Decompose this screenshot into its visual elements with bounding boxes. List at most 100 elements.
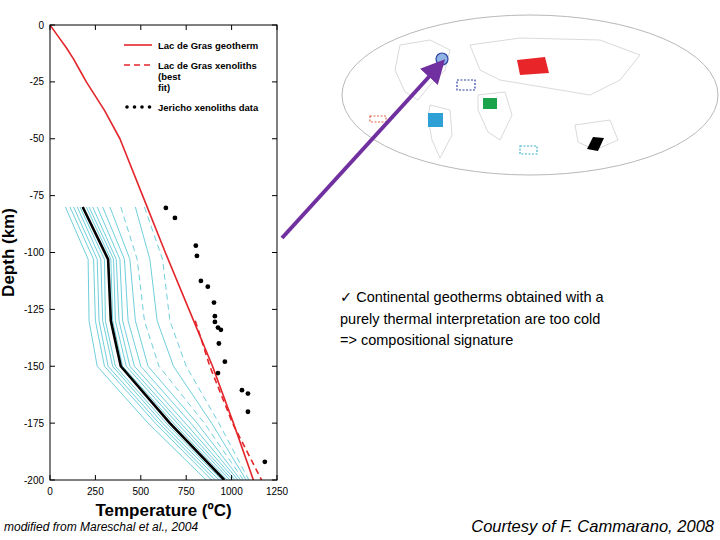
x-tick — [95, 475, 96, 480]
data-point — [216, 371, 221, 376]
y-tick — [50, 25, 55, 26]
plot-frame — [50, 25, 277, 480]
x-axis-label: Temperature (ºC) — [95, 501, 231, 520]
x-tick — [50, 25, 51, 30]
annotation-line: purely thermal interpretation are too co… — [340, 311, 600, 327]
data-point — [212, 314, 217, 319]
y-tick — [272, 480, 277, 481]
map-outline — [342, 15, 718, 175]
y-tick-label: -25 — [30, 76, 45, 87]
y-tick — [50, 252, 55, 253]
data-point — [173, 216, 178, 221]
y-tick-label: 0 — [38, 20, 44, 31]
y-tick-label: -75 — [30, 190, 45, 201]
data-line — [103, 207, 238, 480]
data-line — [50, 25, 253, 480]
legend-symbol — [125, 105, 129, 109]
region-red-dotted — [370, 116, 386, 122]
y-tick — [272, 138, 277, 139]
legend-symbol — [140, 105, 144, 109]
annotation: ✓ Continental geotherms obtained with a p… — [340, 289, 605, 348]
pointer-arrow — [282, 68, 437, 238]
data-line — [97, 207, 235, 480]
source-note: modified from Mareschal et al., 2004 — [4, 520, 198, 534]
y-tick-label: -100 — [24, 247, 44, 258]
map-coastline — [575, 120, 618, 150]
y-tick — [50, 309, 55, 310]
data-line — [121, 207, 244, 480]
legend-label: Lac de Gras geotherm — [158, 40, 258, 51]
data-line — [86, 207, 227, 480]
x-tick — [277, 25, 278, 30]
x-tick — [231, 25, 232, 30]
data-line — [89, 207, 230, 480]
y-tick-label: -200 — [24, 475, 44, 486]
y-tick — [272, 252, 277, 253]
y-tick-label: -150 — [24, 361, 44, 372]
x-tick — [95, 25, 96, 30]
data-point — [240, 388, 245, 393]
x-tick — [140, 475, 141, 480]
region-black — [587, 137, 604, 151]
legend: Lac de Gras geotherm Lac de Gras xenolith… — [124, 40, 259, 113]
x-tick-label: 1250 — [266, 486, 289, 497]
y-tick-label: -175 — [24, 418, 44, 429]
y-tick — [272, 25, 277, 26]
data-point — [163, 206, 168, 211]
x-tick-label: 0 — [47, 486, 53, 497]
plot-data — [50, 25, 267, 480]
region-cyan — [428, 113, 443, 127]
x-tick-label: 750 — [178, 486, 195, 497]
legend-symbol — [148, 105, 152, 109]
y-tick — [50, 366, 55, 367]
x-tick-label: 250 — [87, 486, 104, 497]
data-point — [246, 409, 251, 414]
map-coastline — [470, 38, 640, 95]
data-point — [205, 284, 210, 289]
annotation-line: => compositional signature — [340, 332, 513, 348]
region-blue-dotted — [457, 80, 475, 90]
y-tick — [272, 366, 277, 367]
region-lac-de-gras — [436, 53, 448, 65]
y-tick-label: -50 — [30, 133, 45, 144]
y-tick-label: -125 — [24, 304, 44, 315]
y-tick — [50, 480, 55, 481]
y-tick — [272, 195, 277, 196]
y-tick — [50, 423, 55, 424]
data-point — [246, 391, 251, 396]
legend-label: Jericho xenoliths data — [158, 102, 259, 113]
x-tick — [50, 475, 51, 480]
y-tick — [272, 423, 277, 424]
data-point — [218, 327, 223, 332]
legend-label: Lac de Gras xenoliths(bestfit) — [158, 60, 257, 93]
data-line — [195, 321, 261, 480]
axes: 0250500750100012500-25-50-75-100-125-150… — [24, 20, 289, 498]
x-tick-label: 1000 — [220, 486, 243, 497]
data-point — [195, 254, 200, 259]
region-cyan-dotted — [520, 146, 537, 154]
y-axis-label: Depth (km) — [0, 208, 18, 297]
credit: Courtesy of F. Cammarano, 2008 — [471, 517, 715, 535]
legend-label-line: (best — [158, 71, 182, 82]
data-line — [93, 207, 233, 480]
data-point — [222, 359, 227, 364]
plot-background — [50, 25, 277, 480]
data-point — [262, 459, 267, 464]
data-point — [212, 319, 217, 324]
annotation-line: ✓ Continental geotherms obtained with a — [340, 289, 605, 305]
y-tick — [272, 81, 277, 82]
x-tick — [231, 475, 232, 480]
x-tick — [186, 25, 187, 30]
legend-symbol — [124, 44, 152, 46]
slide: 0250500750100012500-25-50-75-100-125-150… — [0, 0, 720, 540]
legend-symbol — [124, 64, 152, 66]
legend-label-line: fit) — [158, 82, 170, 93]
data-line — [135, 207, 246, 480]
y-tick — [272, 309, 277, 310]
world-map — [342, 15, 718, 175]
y-tick — [50, 195, 55, 196]
map-coastline — [428, 105, 452, 158]
region-red — [517, 57, 549, 75]
x-tick — [140, 25, 141, 30]
x-tick — [277, 475, 278, 480]
